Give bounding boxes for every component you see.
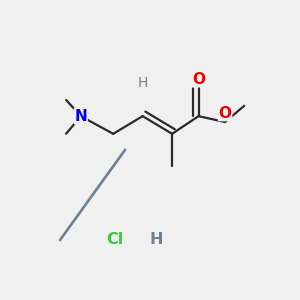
Text: N: N — [74, 109, 87, 124]
Text: O: O — [192, 72, 205, 87]
Text: O: O — [219, 106, 232, 121]
Text: H: H — [137, 76, 148, 90]
Text: H: H — [149, 232, 163, 247]
Text: Cl: Cl — [106, 232, 123, 247]
